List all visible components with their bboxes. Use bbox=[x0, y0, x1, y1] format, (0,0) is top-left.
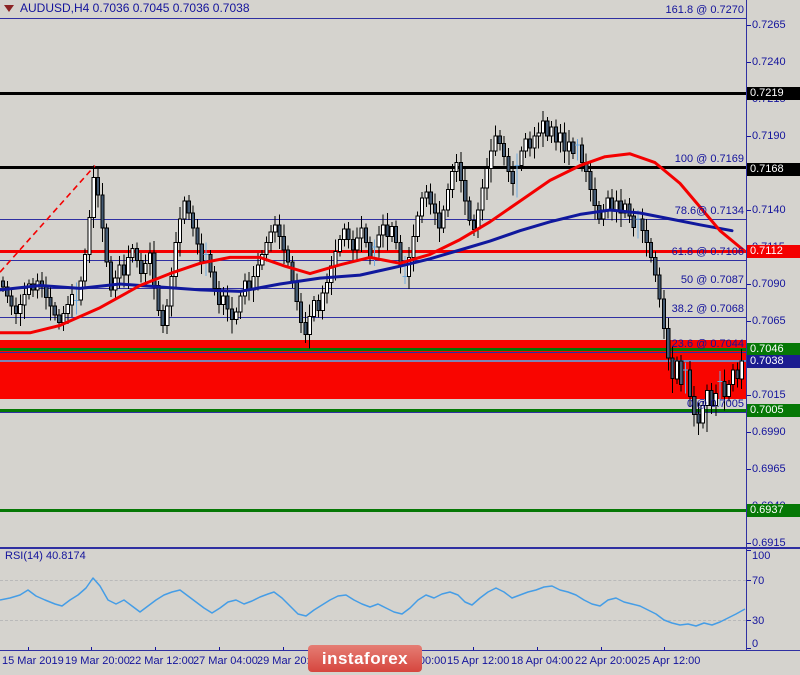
level-line-0.7005[interactable] bbox=[0, 409, 746, 412]
price-tick-label: 0.6915 bbox=[752, 537, 786, 549]
price-tick-mark bbox=[746, 136, 751, 137]
price-level-box-0.7219: 0.7219 bbox=[747, 87, 800, 100]
level-line-0.7046[interactable] bbox=[0, 348, 746, 351]
rsi-tick-mark bbox=[746, 550, 751, 551]
time-tick-label: 18 Apr 04:00 bbox=[511, 655, 574, 667]
rsi-tick-label: 0 bbox=[752, 638, 759, 650]
rsi-tick-mark bbox=[746, 620, 751, 621]
price-tick-label: 0.7065 bbox=[752, 315, 786, 327]
rsi-tick-label: 70 bbox=[752, 575, 765, 587]
level-line-0.7134[interactable] bbox=[0, 219, 746, 220]
level-line-0.6937[interactable] bbox=[0, 509, 746, 512]
price-tick-mark bbox=[746, 284, 751, 285]
price-level-box-0.7046: 0.7046 bbox=[747, 343, 800, 356]
time-tick-label: 27 Mar 04:00 bbox=[193, 655, 258, 667]
level-label: 78.6@ 0.7134 bbox=[674, 205, 744, 217]
instaforex-watermark: instaforex bbox=[308, 645, 422, 672]
level-label: 161.8 @ 0.7270 bbox=[665, 4, 744, 16]
price-tick-mark bbox=[746, 25, 751, 26]
price-axis-border bbox=[746, 0, 747, 650]
price-level-box-0.7112: 0.7112 bbox=[747, 245, 800, 258]
level-label: 23.6 @ 0.7044 bbox=[671, 338, 744, 350]
level-label: 100 @ 0.7169 bbox=[674, 153, 744, 165]
time-tick-label: 29 Mar 20:00 bbox=[257, 655, 322, 667]
price-tick-mark bbox=[746, 469, 751, 470]
time-tick-mark bbox=[219, 647, 220, 651]
level-line-0.727[interactable] bbox=[0, 18, 746, 19]
time-tick-label: 25 Apr 12:00 bbox=[638, 655, 701, 667]
price-tick-label: 0.7240 bbox=[752, 56, 786, 68]
price-tick-label: 0.7140 bbox=[752, 204, 786, 216]
price-tick-mark bbox=[746, 321, 751, 322]
price-tick-label: 0.6990 bbox=[752, 426, 786, 438]
time-tick-label: 22 Apr 20:00 bbox=[575, 655, 638, 667]
time-tick-label: 22 Mar 12:00 bbox=[129, 655, 194, 667]
level-line-0.7112[interactable] bbox=[0, 250, 746, 253]
rsi-tick-mark bbox=[746, 580, 751, 581]
symbol-ohlc-text: AUDUSD,H4 0.7036 0.7045 0.7036 0.7038 bbox=[20, 1, 250, 15]
price-tick-mark bbox=[746, 432, 751, 433]
level-label: 0 @ 0.7005 bbox=[686, 398, 744, 410]
time-tick-mark bbox=[91, 647, 92, 651]
chart-canvas[interactable] bbox=[0, 0, 746, 650]
symbol-dropdown-icon[interactable] bbox=[4, 5, 14, 12]
level-line-0.7068[interactable] bbox=[0, 317, 746, 318]
price-level-box-0.6937: 0.6937 bbox=[747, 504, 800, 517]
time-tick-mark bbox=[664, 647, 665, 651]
time-tick-mark bbox=[601, 647, 602, 651]
price-level-box-0.7168: 0.7168 bbox=[747, 163, 800, 176]
rsi-tick-mark bbox=[746, 648, 751, 649]
rsi-tick-label: 30 bbox=[752, 615, 765, 627]
time-tick-mark bbox=[155, 647, 156, 651]
price-tick-mark bbox=[746, 543, 751, 544]
pane-separator[interactable] bbox=[0, 547, 800, 549]
level-line-0.7087[interactable] bbox=[0, 288, 746, 289]
level-line-0.70035[interactable] bbox=[0, 412, 746, 413]
price-tick-mark bbox=[746, 62, 751, 63]
time-tick-mark bbox=[28, 647, 29, 651]
level-label: 50 @ 0.7087 bbox=[680, 274, 744, 286]
rsi-tick-label: 100 bbox=[752, 550, 771, 562]
level-label: 61.8 @ 0.7106 bbox=[671, 246, 744, 258]
rsi-level-70 bbox=[0, 580, 746, 581]
price-level-box-0.7005: 0.7005 bbox=[747, 404, 800, 417]
price-tick-mark bbox=[746, 210, 751, 211]
rsi-indicator-label: RSI(14) 40.8174 bbox=[5, 550, 86, 562]
rsi-level-30 bbox=[0, 620, 746, 621]
level-line-0.7038[interactable] bbox=[0, 360, 746, 362]
price-tick-label: 0.7265 bbox=[752, 19, 786, 31]
time-tick-mark bbox=[283, 647, 284, 651]
time-tick-label: 15 Mar 2019 bbox=[2, 655, 64, 667]
dashed-trendline bbox=[0, 165, 96, 273]
level-line-0.7106[interactable] bbox=[0, 260, 746, 261]
price-level-box-0.7038: 0.7038 bbox=[747, 355, 800, 368]
level-line-0.7169[interactable] bbox=[0, 166, 746, 169]
price-tick-label: 0.7090 bbox=[752, 278, 786, 290]
price-tick-label: 0.7190 bbox=[752, 130, 786, 142]
fast-moving-average-line bbox=[0, 152, 746, 335]
time-tick-mark bbox=[473, 647, 474, 651]
level-line-0.7219[interactable] bbox=[0, 92, 746, 95]
rsi-line bbox=[0, 577, 746, 627]
price-tick-label: 0.6965 bbox=[752, 463, 786, 475]
watermark-text: instaforex bbox=[321, 648, 409, 668]
price-tick-label: 0.7015 bbox=[752, 389, 786, 401]
level-label: 38.2 @ 0.7068 bbox=[671, 303, 744, 315]
time-tick-label: 15 Apr 12:00 bbox=[447, 655, 510, 667]
time-tick-mark bbox=[537, 647, 538, 651]
level-line-0.7044[interactable] bbox=[0, 352, 746, 353]
time-tick-label: 19 Mar 20:00 bbox=[65, 655, 130, 667]
chart-title: AUDUSD,H4 0.7036 0.7045 0.7036 0.7038 bbox=[4, 1, 250, 15]
price-tick-mark bbox=[746, 395, 751, 396]
